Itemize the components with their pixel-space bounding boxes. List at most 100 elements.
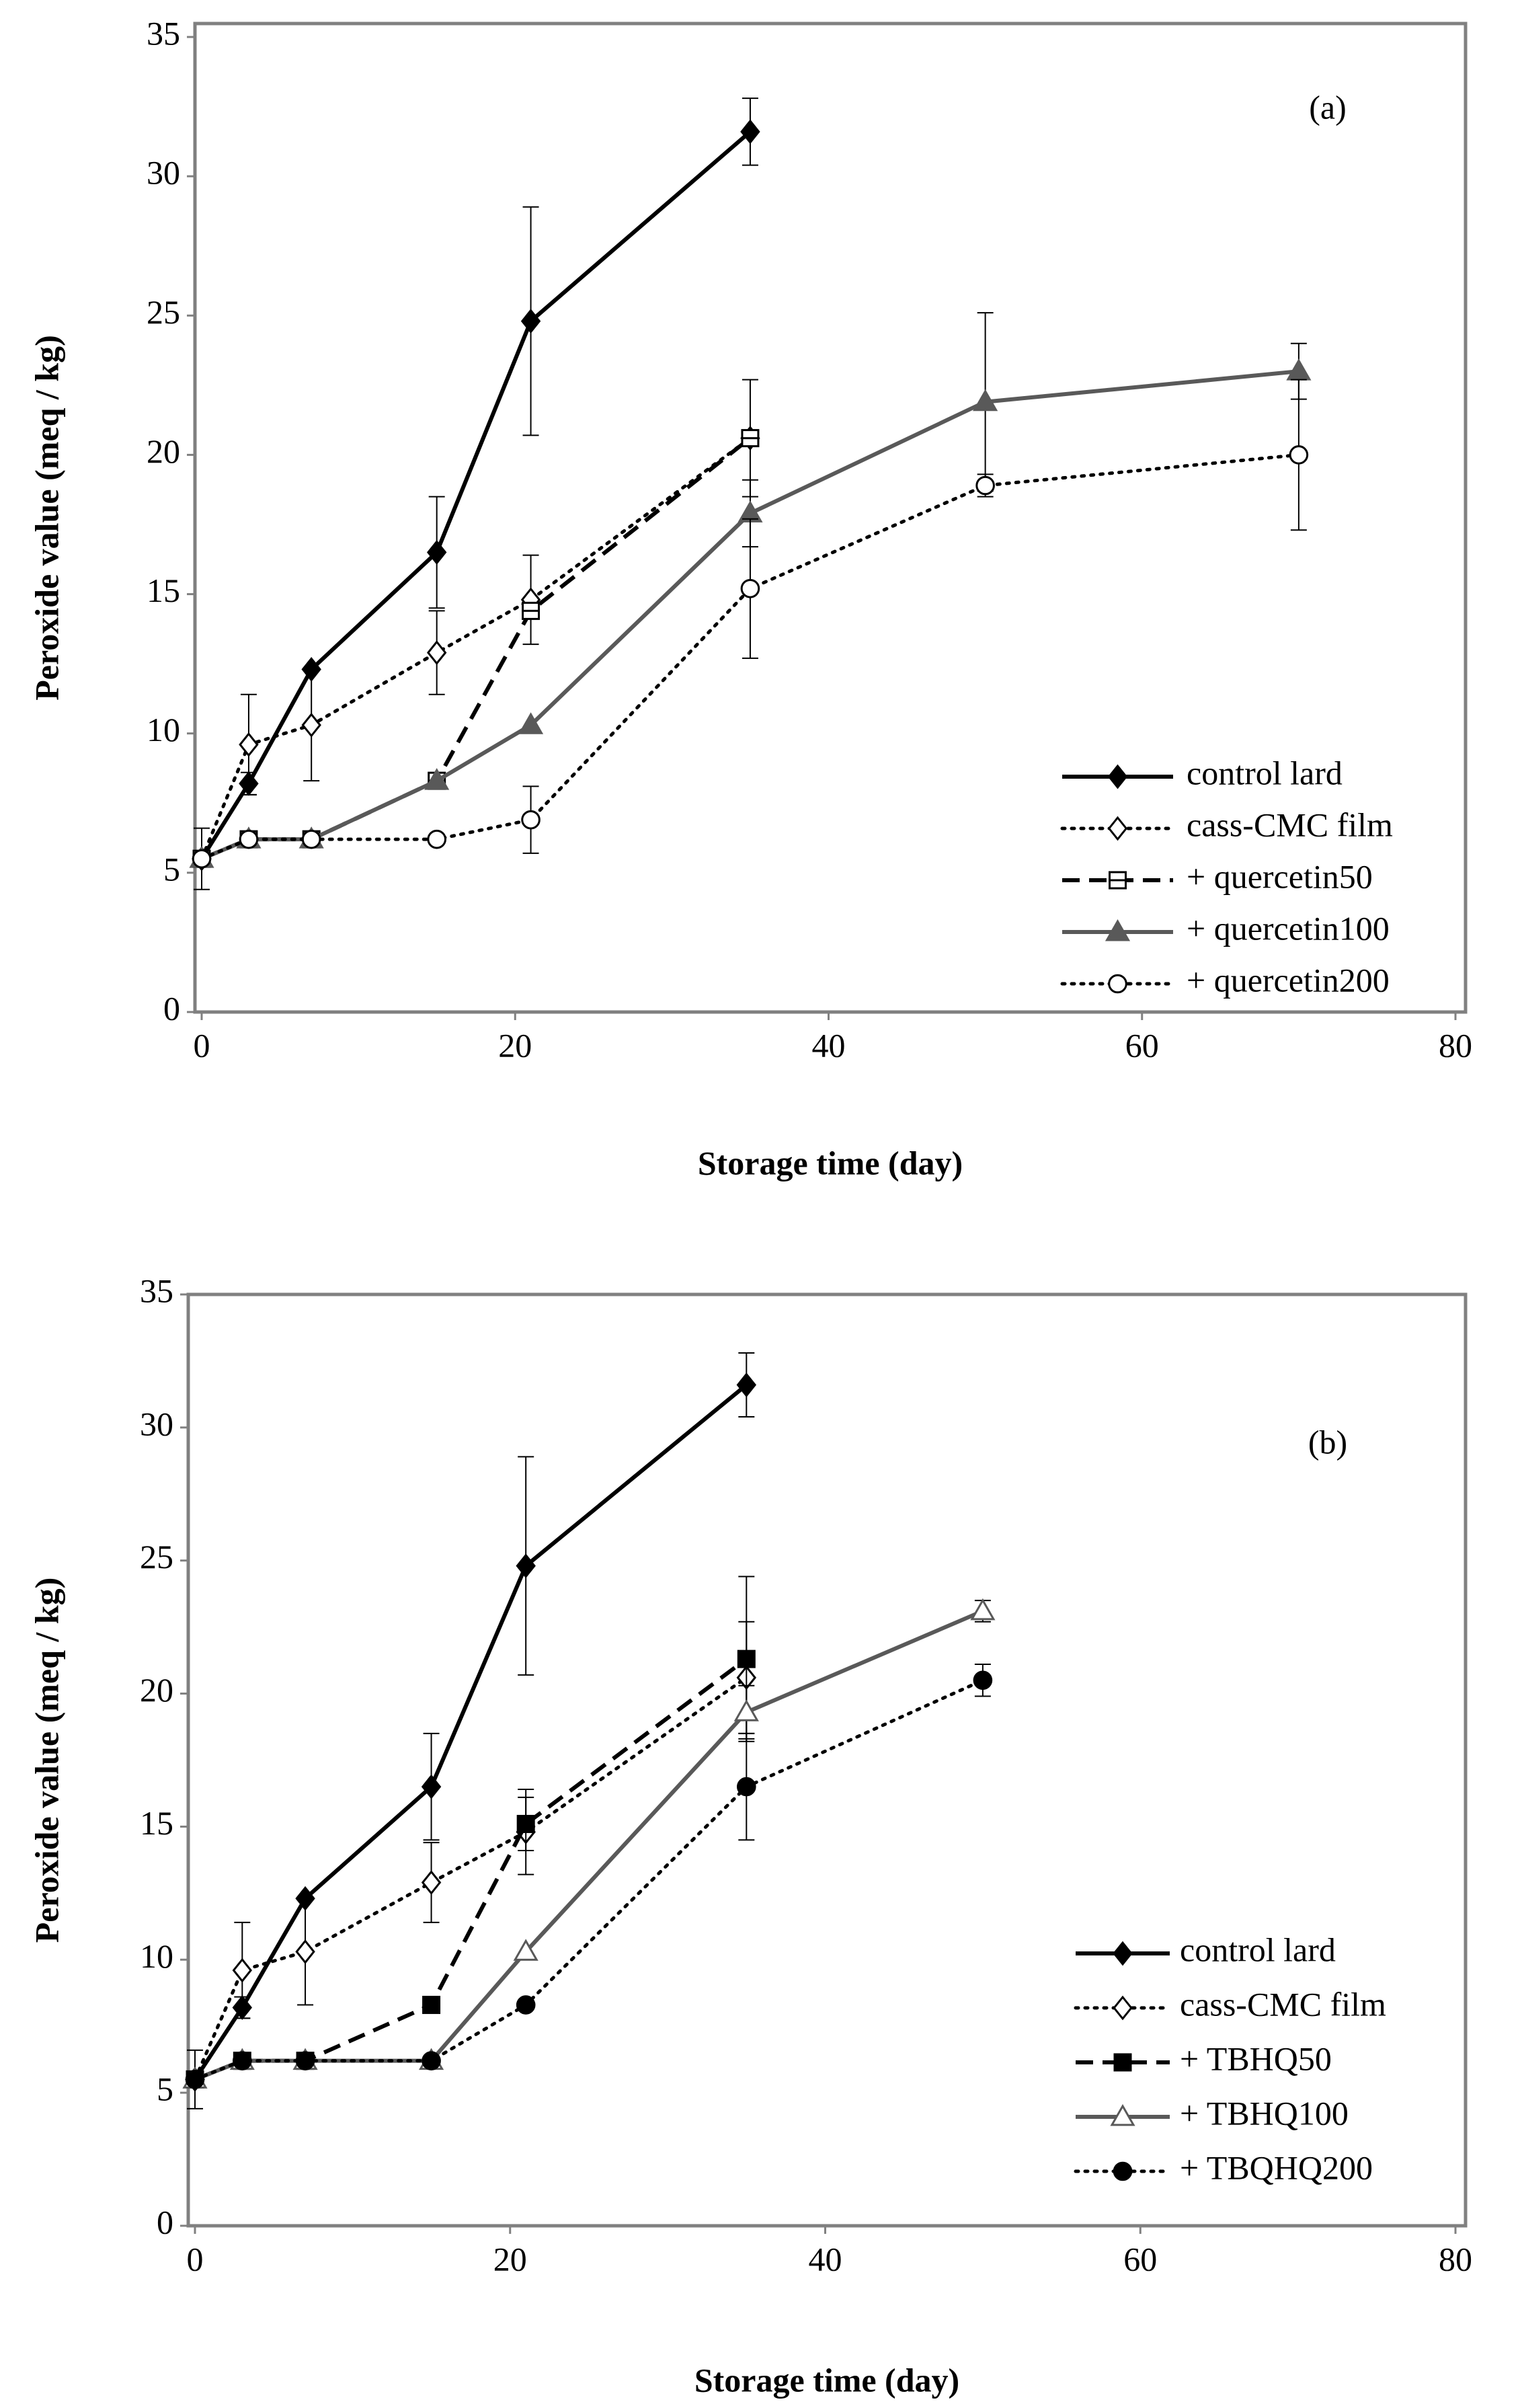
plot-frame — [186, 1292, 1468, 2228]
marker — [421, 1870, 442, 1895]
legend-label: + TBHQ100 — [1180, 2094, 1349, 2132]
marker — [1113, 2161, 1133, 2181]
marker — [516, 1814, 535, 1833]
y-axis-title: Peroxide value (meq / kg) — [28, 1578, 65, 1943]
marker — [740, 119, 760, 145]
legend-label: + TBQHQ200 — [1180, 2148, 1373, 2186]
marker — [301, 829, 321, 849]
marker — [1113, 1941, 1133, 1966]
y-tick-label: 15 — [140, 1804, 173, 1842]
marker — [427, 829, 446, 849]
series-line — [194, 1609, 984, 2082]
marker — [426, 640, 447, 665]
marker — [1105, 919, 1131, 941]
marker — [1110, 2103, 1135, 2126]
legend-label: + quercetin50 — [1187, 857, 1373, 895]
y-tick-label: 10 — [147, 711, 180, 748]
y-tick-label: 25 — [140, 1538, 173, 1576]
marker — [185, 2070, 205, 2089]
y-tick-label: 10 — [140, 1937, 173, 1975]
x-tick-label: 40 — [809, 2240, 842, 2278]
legend-label: cass-CMC film — [1180, 1985, 1386, 2023]
series-line — [200, 130, 752, 860]
series-line — [193, 1678, 985, 2081]
marker — [1108, 974, 1127, 994]
marker — [1107, 764, 1128, 789]
marker — [233, 2051, 252, 2070]
series-line — [193, 1676, 748, 2081]
marker — [737, 1777, 756, 1797]
marker — [521, 810, 541, 830]
y-tick-label: 25 — [147, 293, 180, 331]
marker — [1113, 2053, 1132, 2072]
series-line — [193, 1383, 748, 2081]
marker — [973, 389, 998, 412]
marker — [1289, 445, 1309, 465]
marker — [1107, 816, 1128, 841]
legend-label: + quercetin200 — [1187, 961, 1390, 999]
marker — [192, 849, 212, 869]
marker — [422, 2051, 441, 2070]
chart: 0 5 10 15 20 25 30 35 0 20 40 60 80 Storage time (day… — [28, 14, 1472, 1181]
x-tick-label: 80 — [1439, 2240, 1472, 2278]
marker — [301, 712, 321, 738]
y-tick-label: 30 — [140, 1405, 173, 1442]
marker — [733, 1699, 759, 1721]
marker — [426, 540, 447, 565]
y-tick-label: 0 — [163, 989, 180, 1027]
x-tick-label: 20 — [498, 1026, 532, 1064]
marker — [736, 1372, 757, 1397]
legend-label: control lard — [1187, 754, 1343, 791]
y-tick-label: 5 — [157, 2070, 173, 2108]
marker — [421, 1774, 442, 1799]
marker — [232, 1957, 253, 1983]
legend-label: cass-CMC film — [1187, 806, 1393, 843]
y-tick-label: 20 — [140, 1671, 173, 1709]
y-tick-label: 0 — [157, 2203, 173, 2241]
chart: 0 5 10 15 20 25 30 35 0 20 40 60 80 Storage time (day… — [28, 1272, 1472, 2399]
x-tick-label: 60 — [1123, 2240, 1157, 2278]
y-tick-label: 15 — [147, 572, 180, 609]
legend-label: + quercetin100 — [1187, 909, 1390, 947]
x-tick-label: 20 — [493, 2240, 527, 2278]
marker — [422, 1996, 441, 2015]
series-line — [200, 436, 752, 861]
marker — [520, 309, 541, 334]
marker — [516, 1553, 536, 1579]
y-tick-label: 30 — [147, 154, 180, 192]
legend-label: control lard — [1180, 1931, 1336, 1968]
x-axis-title: Storage time (day) — [694, 2361, 959, 2399]
annotation: (b) — [1308, 1423, 1347, 1461]
marker — [295, 1939, 315, 1964]
x-tick-label: 60 — [1125, 1026, 1159, 1064]
marker — [737, 1649, 756, 1668]
marker — [239, 732, 259, 757]
marker — [518, 712, 544, 734]
x-tick-label: 80 — [1439, 1026, 1472, 1064]
marker — [1286, 358, 1312, 381]
marker — [295, 2051, 315, 2070]
annotation: (a) — [1309, 88, 1347, 126]
x-tick-label: 0 — [194, 1026, 210, 1064]
legend-label: + TBHQ50 — [1180, 2040, 1332, 2077]
series-line — [200, 453, 1301, 861]
series-line — [200, 369, 1299, 861]
x-tick-label: 40 — [812, 1026, 846, 1064]
y-tick-label: 5 — [163, 850, 180, 888]
series-line — [200, 436, 752, 861]
y-tick-label: 35 — [147, 14, 180, 52]
y-tick-label: 20 — [147, 432, 180, 470]
x-axis-title: Storage time (day) — [698, 1144, 963, 1181]
marker — [1113, 1995, 1133, 2021]
y-tick-label: 35 — [140, 1272, 173, 1309]
x-tick-label: 0 — [187, 2240, 204, 2278]
marker — [239, 829, 259, 849]
marker — [973, 1670, 993, 1691]
marker — [740, 578, 760, 598]
marker — [975, 475, 995, 496]
marker — [516, 1995, 536, 2015]
marker — [970, 1598, 996, 1621]
marker — [424, 768, 450, 790]
marker — [513, 1939, 538, 1961]
